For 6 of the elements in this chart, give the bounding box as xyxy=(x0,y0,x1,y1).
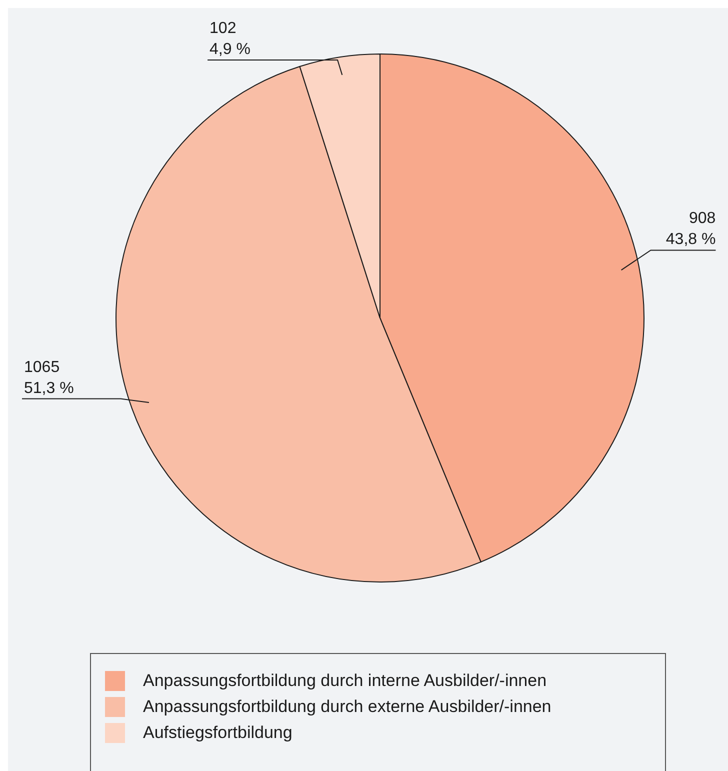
data-label: 1065 51,3 % xyxy=(24,358,74,397)
legend-label: Anpassungsfortbildung durch interne Ausbilder/-innen xyxy=(143,671,547,691)
data-label: 908 43,8 % xyxy=(666,210,716,248)
legend-label: Anpassungsfortbildung durch externe Ausbilder/-innen xyxy=(143,697,552,717)
legend-label: Aufstiegsfortbildung xyxy=(143,723,292,743)
data-label: 102 4,9 % xyxy=(210,20,250,58)
